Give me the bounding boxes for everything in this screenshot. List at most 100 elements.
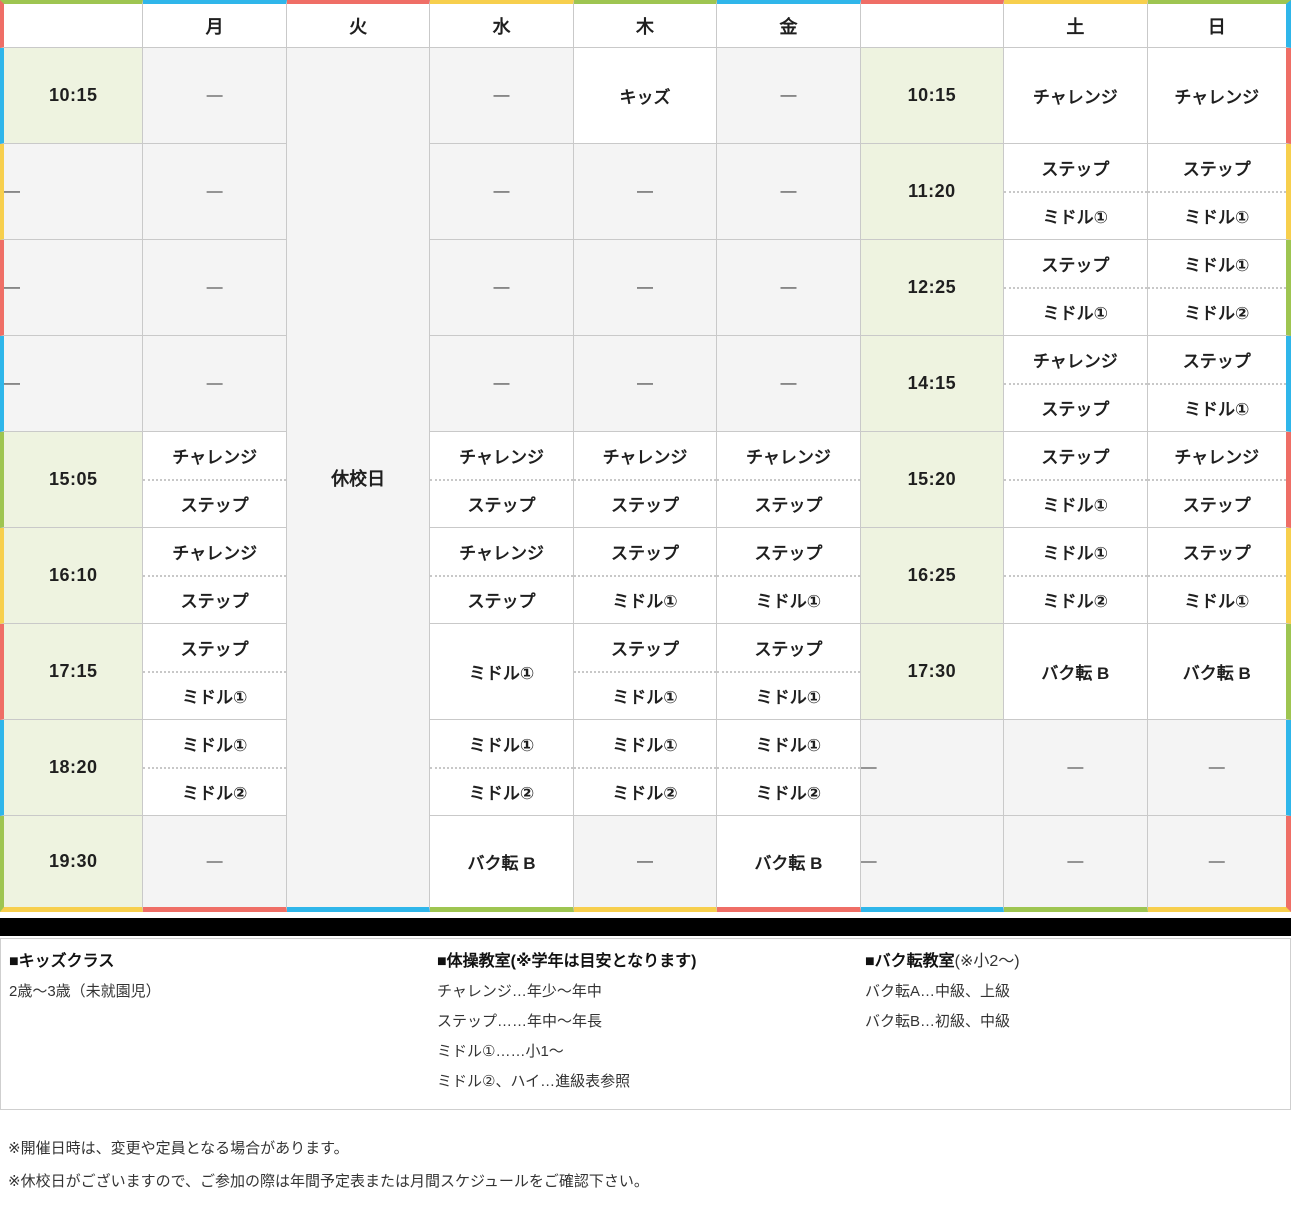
class-entry: ミドル② [430,766,573,816]
time-cell: 10:15 [0,48,144,144]
class-cell: ステップミドル① [1004,144,1148,240]
legend-section-kids: ■キッズクラス 2歳〜3歳（未就園児） [9,945,437,1097]
legend-title: ■バク転教室(※小2〜) [865,947,1282,977]
class-cell: チャレンジ [1147,48,1291,144]
day-header-sun: 日 [1147,0,1291,48]
empty-cell: — [143,240,287,336]
class-cell: チャレンジ ステップ [717,432,861,528]
class-cell: ミドル① ミドル② [430,720,574,816]
legend-line: 2歳〜3歳（未就園児） [9,983,161,1000]
class-cell: キッズ [573,48,718,144]
time-header [860,0,1005,48]
class-entry: ミドル② [1147,286,1286,336]
time-cell: 17:30 [860,624,1005,720]
class-entry: — [1067,758,1084,776]
class-entry: ステップ [610,543,679,563]
time-cell: — [0,144,144,240]
empty-cell: — [430,336,574,432]
legend-section-taiso: ■体操教室(※学年は目安となります) チャレンジ…年少〜年中 ステップ……年中〜年… [437,945,865,1097]
class-entry: ステップ [1041,159,1110,179]
day-header-wed: 水 [430,0,574,48]
class-entry: ステップ [1147,478,1286,528]
class-entry: ステップ [1182,351,1251,371]
class-cell: チャレンジ ステップ [430,432,574,528]
class-cell: チャレンジ ステップ [573,432,718,528]
class-entry: ミドル① [1004,478,1147,528]
class-cell: ミドル① ミドル② [573,720,718,816]
legend-title: ■体操教室(※学年は目安となります) [437,947,865,977]
class-entry: バク転 B [754,854,823,873]
empty-cell: — [1147,816,1291,912]
class-entry: ステップ [717,478,860,528]
class-entry: ミドル① [573,574,717,624]
class-entry: — [636,852,653,870]
class-cell: バク転 B [717,816,861,912]
class-cell: チャレンジ [1004,48,1148,144]
time-cell: — [860,720,1005,816]
note-line: ※開催日時は、変更や定員となる場合があります。 [8,1140,349,1157]
time-cell: 10:15 [860,48,1005,144]
class-cell: ミドル① [430,624,574,720]
class-cell: ミドル① ミドル② [1147,240,1291,336]
empty-cell: — [717,336,861,432]
time-cell: 11:20 [860,144,1005,240]
class-entry: チャレンジ [1174,88,1260,107]
time-cell: — [0,336,144,432]
class-entry: — [1067,852,1084,870]
class-entry: チャレンジ [172,543,258,563]
class-entry: ミドル① [755,735,822,755]
class-cell: ミドル① ミドル② [1004,528,1148,624]
class-entry: ミドル① [1147,382,1286,432]
legend-title-text: ■体操教室(※学年は目安となります) [437,953,697,970]
time-cell: 16:25 [860,528,1005,624]
class-cell: チャレンジ ステップ [430,528,574,624]
class-entry: チャレンジ [1032,88,1118,107]
class-entry: — [206,182,223,200]
time-cell: 17:15 [0,624,144,720]
class-entry: — [1208,758,1225,776]
legend-section-bakuten: ■バク転教室(※小2〜) バク転A…中級、上級 バク転B…初級、中級 [865,945,1282,1097]
class-entry: — [636,374,653,392]
class-entry: — [493,374,510,392]
class-entry: — [493,182,510,200]
class-entry: ステップ [143,478,286,528]
class-cell: チャレンジ ステップ [1147,432,1291,528]
class-entry: — [636,278,653,296]
empty-cell: — [143,144,287,240]
class-entry: チャレンジ [746,447,831,467]
time-cell: 15:05 [0,432,144,528]
class-entry: チャレンジ [459,543,544,563]
class-entry: チャレンジ [172,447,258,467]
class-entry: — [1208,852,1225,870]
empty-cell: — [573,336,718,432]
class-cell: チャレンジ ステップ [143,528,287,624]
empty-cell: — [1004,720,1148,816]
class-entry: ステップ [573,478,717,528]
class-cell: チャレンジ ステップ [1004,336,1148,432]
legend-line: バク転A…中級、上級 [865,983,1011,1000]
class-cell: ステップ ミドル① [717,624,861,720]
class-entry: ミドル② [717,766,860,816]
class-entry: ミドル① [1004,190,1147,240]
class-entry: ミドル① [573,670,717,720]
class-entry: ミドル① [717,670,860,720]
empty-cell: — [573,240,718,336]
class-entry: ミドル① [1147,190,1286,240]
empty-cell: — [717,144,861,240]
class-entry: — [206,86,223,104]
legend-title-suffix: (※小2〜) [954,953,1020,970]
day-header-fri: 金 [717,0,861,48]
class-entry: チャレンジ [459,447,544,467]
weekly-schedule-table: 月火水木金土日休校日 10:15— — キッズ —10:15 チャレンジ チャレンジ — — — —… [0,0,1291,912]
class-entry: ミドル② [1004,574,1147,624]
legend-title-text: ■バク転教室 [865,953,955,970]
legend-lines: チャレンジ…年少〜年中 ステップ……年中〜年長 ミドル①……小1〜 ミドル②、ハイ…進… [437,977,865,1097]
class-entry: ステップ [1004,382,1147,432]
footer-notes: ※開催日時は、変更や定員となる場合があります。 ※休校日がございますので、ご参加… [0,1132,1291,1212]
class-cell: バク転 B [1004,624,1148,720]
class-entry: ミドル① [1184,255,1250,275]
empty-cell: — [143,816,287,912]
time-cell: 15:20 [860,432,1005,528]
empty-cell: — [717,240,861,336]
class-entry: — [206,278,223,296]
